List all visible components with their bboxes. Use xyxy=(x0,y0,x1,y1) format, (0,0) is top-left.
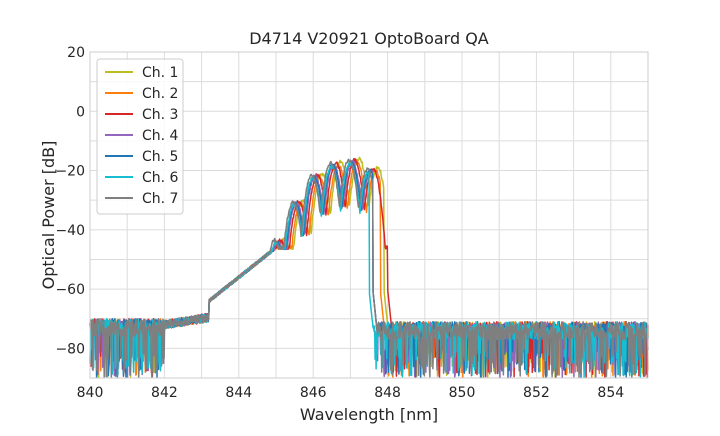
y-tick-label: −80 xyxy=(55,341,85,357)
y-tick-label: −40 xyxy=(55,223,85,239)
series-layer xyxy=(89,156,649,379)
x-tick-label: 852 xyxy=(523,385,550,401)
y-tick-label: −20 xyxy=(55,164,85,180)
ticks: 840 842 844 846 848 850 852 854 20 0 −20 −40 −60 −80 xyxy=(55,45,624,401)
legend-label: Ch. 6 xyxy=(142,170,179,186)
legend-label: Ch. 4 xyxy=(142,128,179,144)
legend-label: Ch. 5 xyxy=(142,149,178,165)
y-tick-label: −60 xyxy=(55,282,85,298)
plot-frame xyxy=(89,51,649,379)
legend-label: Ch. 3 xyxy=(142,107,178,123)
x-tick-label: 848 xyxy=(374,385,401,401)
legend-label: Ch. 1 xyxy=(142,65,178,81)
y-tick-label: 0 xyxy=(76,104,85,120)
x-axis-label: Wavelength [nm] xyxy=(300,405,438,424)
chart-title: D4714 V20921 OptoBoard QA xyxy=(249,29,489,48)
legend-label: Ch. 7 xyxy=(142,191,178,207)
x-tick-label: 844 xyxy=(225,385,252,401)
x-tick-label: 846 xyxy=(300,385,327,401)
x-tick-label: 854 xyxy=(597,385,624,401)
legend-box xyxy=(96,58,184,215)
x-tick-label: 850 xyxy=(449,385,476,401)
legend-label: Ch. 2 xyxy=(142,86,178,102)
series-line-ch-7 xyxy=(89,158,649,379)
y-axis-label: Optical Power [dB] xyxy=(39,141,58,290)
y-tick-label: 20 xyxy=(67,45,85,61)
legend: Ch. 1 Ch. 2 Ch. 3 Ch. 4 Ch. 5 Ch. 6 Ch. 7 xyxy=(96,58,184,215)
x-tick-label: 842 xyxy=(151,385,178,401)
x-tick-label: 840 xyxy=(77,385,104,401)
